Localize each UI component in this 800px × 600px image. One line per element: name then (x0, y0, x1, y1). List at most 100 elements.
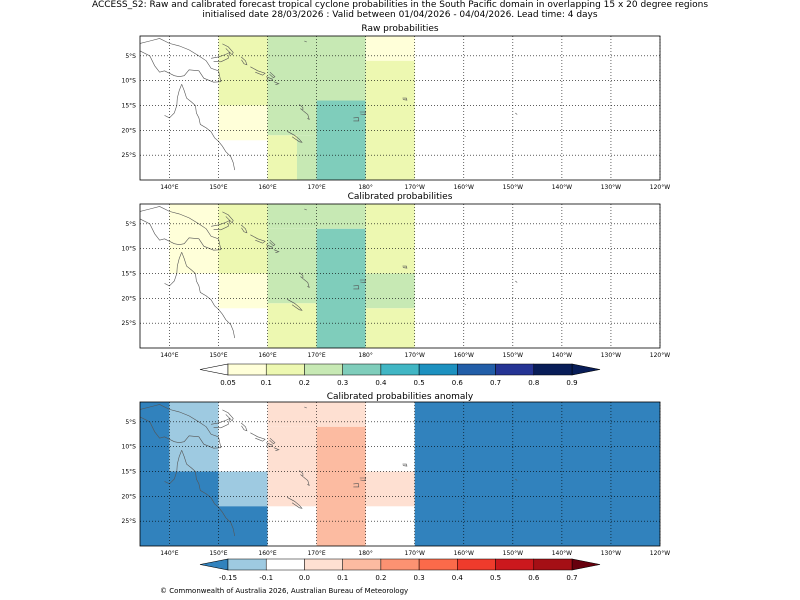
lon-tick-label: 140°W (552, 352, 572, 359)
lat-tick-label: 5°S (125, 221, 136, 228)
coastline (287, 497, 303, 509)
lon-tick-label: 170°W (405, 352, 425, 359)
colorbar-probability: 0.05 0.1 0.2 0.3 0.4 0.5 0.6 0.7 0.8 0.9 (199, 363, 601, 387)
colorbar-label: 0.7 (490, 379, 501, 387)
panel-title-raw: Raw probabilities (361, 24, 439, 34)
probability-cell (267, 228, 317, 304)
coastline (181, 252, 235, 339)
lon-tick-label: 170°E (307, 550, 325, 557)
probability-cell (267, 135, 297, 180)
probability-cell (316, 100, 366, 180)
coastline (402, 97, 408, 101)
colorbar-label: 0.05 (220, 379, 236, 387)
map-panel-2: 140°E 150°E 160°E 170°E 180° 170°W 160°W 150°W 1… (122, 401, 670, 557)
lon-tick-label: 130°W (601, 184, 621, 191)
chart-title-line1: ACCESS_S2: Raw and calibrated forecast t… (91, 0, 709, 10)
panel-title-anomaly: Calibrated probabilities anomaly (326, 392, 474, 402)
map-panel-1: 140°E 150°E 160°E 170°E 180° 170°W 160°W 150°W 1… (122, 203, 670, 359)
lon-tick-label: 160°W (454, 184, 474, 191)
coastline (250, 234, 266, 244)
lon-tick-label: 150°W (503, 184, 523, 191)
probability-cell (365, 36, 415, 61)
probability-cell (218, 273, 268, 309)
coastline (265, 76, 273, 82)
colorbar-segment (342, 363, 382, 376)
colorbar-label: 0.4 (375, 379, 387, 387)
lat-tick-label: 25°S (122, 152, 137, 159)
lat-tick-label: 10°S (122, 78, 137, 85)
colorbar-segment (495, 558, 535, 571)
colorbar-label: 0.3 (414, 574, 425, 582)
lat-tick-label: 25°S (122, 320, 137, 327)
coastline (359, 279, 367, 283)
colorbar-segment (457, 558, 496, 571)
lon-tick-label: 150°E (209, 184, 227, 191)
colorbar-segment (533, 363, 573, 376)
coastline (273, 447, 280, 451)
lon-tick-label: 160°E (258, 550, 276, 557)
lon-tick-label: 120°W (650, 550, 670, 557)
chart-title-line2: initialised date 28/03/2026 : Valid betw… (202, 10, 598, 20)
lon-tick-label: 160°W (454, 352, 474, 359)
coastline (240, 224, 248, 234)
probability-cell (218, 36, 268, 106)
coastline (303, 110, 310, 120)
coastline (464, 502, 466, 504)
lat-tick-label: 15°S (122, 469, 137, 476)
lon-tick-label: 160°W (454, 550, 474, 557)
map-frame (139, 35, 661, 181)
probability-cell (169, 471, 219, 546)
panel-title-calibrated: Calibrated probabilities (347, 192, 453, 202)
colorbar-segment (418, 363, 458, 376)
lon-tick-label: 170°E (307, 184, 325, 191)
colorbar-anomaly: -0.15 -0.1 0.0 0.1 0.2 0.3 0.4 0.5 0.6 0.7 (199, 558, 601, 582)
probability-cell (365, 471, 415, 507)
lon-tick-label: 150°W (503, 352, 523, 359)
colorbar-segment (457, 363, 496, 376)
probability-cell (267, 303, 317, 348)
coastline (181, 450, 235, 537)
colorbar-segment (380, 363, 420, 376)
coastline (140, 404, 222, 449)
coastline (299, 104, 304, 112)
lat-tick-label: 15°S (122, 103, 137, 110)
coastline (269, 239, 276, 247)
lon-tick-label: 150°E (209, 352, 227, 359)
lon-tick-label: 180° (358, 352, 372, 359)
coastline (353, 285, 360, 290)
colorbar-segment (227, 363, 267, 376)
lat-tick-label: 10°S (122, 444, 137, 451)
lon-tick-label: 160°E (258, 352, 276, 359)
coastline (303, 476, 310, 486)
coastline (287, 131, 303, 143)
lat-tick-label: 5°S (125, 419, 136, 426)
colorbar-segment (304, 363, 343, 376)
coastline (269, 71, 276, 79)
coastline (265, 244, 273, 250)
coastline (515, 112, 518, 115)
colorbar-label: 0.8 (528, 379, 539, 387)
coastline (402, 265, 408, 269)
coastline (353, 483, 360, 488)
lon-tick-label: 140°E (160, 352, 178, 359)
colorbar-segment (304, 558, 343, 571)
colorbar-over-extend (571, 558, 601, 571)
probability-cell (316, 426, 366, 546)
coastline (304, 208, 307, 211)
lon-tick-label: 120°W (650, 184, 670, 191)
coastline (269, 437, 276, 445)
probability-cell (169, 204, 219, 274)
lon-tick-label: 180° (358, 550, 372, 557)
coastline (222, 409, 234, 422)
probability-cell (414, 402, 660, 546)
colorbar-segment (533, 558, 573, 571)
colorbar-label: 0.9 (566, 379, 577, 387)
map-panel-0: 140°E 150°E 160°E 170°E 180° 170°W 160°W 150°W 1… (122, 35, 670, 191)
coastline (359, 111, 367, 115)
coastline (303, 278, 310, 288)
colorbar-label: 0.2 (375, 574, 386, 582)
colorbar-label: 0.1 (337, 574, 348, 582)
coastline (265, 442, 273, 448)
coastline (273, 249, 280, 253)
